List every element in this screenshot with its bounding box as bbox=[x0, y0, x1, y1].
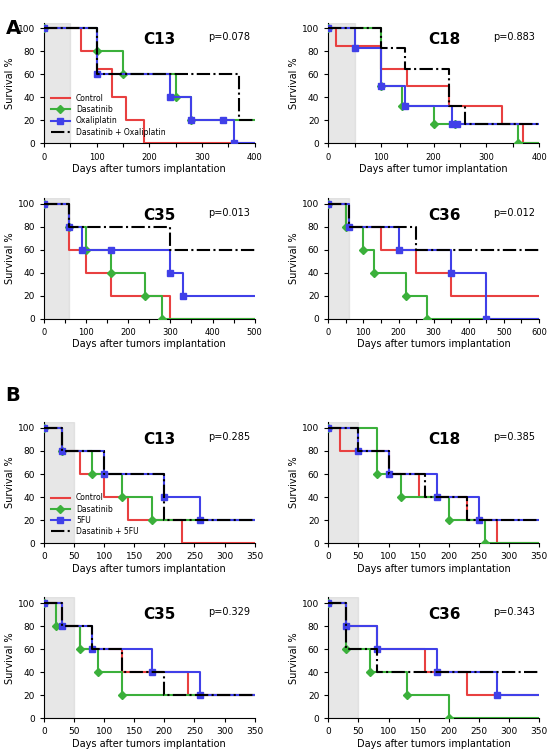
Y-axis label: Survival %: Survival % bbox=[5, 457, 15, 509]
Text: p=0.285: p=0.285 bbox=[208, 432, 250, 442]
Text: A: A bbox=[6, 19, 21, 38]
Text: C35: C35 bbox=[144, 607, 176, 622]
Bar bbox=[44, 198, 69, 318]
Text: p=0.013: p=0.013 bbox=[208, 207, 250, 218]
Y-axis label: Survival %: Survival % bbox=[289, 57, 299, 109]
X-axis label: Days after tumors implantation: Days after tumors implantation bbox=[357, 564, 510, 574]
Bar bbox=[328, 597, 359, 718]
Text: C13: C13 bbox=[144, 33, 176, 48]
Y-axis label: Survival %: Survival % bbox=[5, 632, 15, 683]
X-axis label: Days after tumors implantation: Days after tumors implantation bbox=[73, 739, 226, 749]
Text: C18: C18 bbox=[428, 33, 460, 48]
Y-axis label: Survival %: Survival % bbox=[289, 232, 299, 284]
Text: p=0.078: p=0.078 bbox=[208, 33, 250, 42]
Y-axis label: Survival %: Survival % bbox=[5, 57, 15, 109]
Text: C13: C13 bbox=[144, 432, 176, 447]
Legend: Control, Dasatinib, Oxaliplatin, Dasatinib + Oxaliplatin: Control, Dasatinib, Oxaliplatin, Dasatin… bbox=[48, 91, 169, 140]
Y-axis label: Survival %: Survival % bbox=[5, 232, 15, 284]
X-axis label: Days after tumor implantation: Days after tumor implantation bbox=[359, 164, 508, 175]
Text: p=0.883: p=0.883 bbox=[493, 33, 535, 42]
Text: p=0.329: p=0.329 bbox=[208, 607, 250, 617]
X-axis label: Days after tumors implantation: Days after tumors implantation bbox=[73, 339, 226, 349]
X-axis label: Days after tumors implantation: Days after tumors implantation bbox=[73, 164, 226, 175]
X-axis label: Days after tumors implantation: Days after tumors implantation bbox=[357, 739, 510, 749]
Y-axis label: Survival %: Survival % bbox=[289, 632, 299, 683]
Legend: Control, Dasatinib, 5FU, Dasatinib + 5FU: Control, Dasatinib, 5FU, Dasatinib + 5FU bbox=[48, 490, 142, 539]
Text: C36: C36 bbox=[428, 607, 460, 622]
Bar bbox=[328, 23, 355, 144]
Text: C35: C35 bbox=[144, 207, 176, 222]
Text: p=0.343: p=0.343 bbox=[493, 607, 535, 617]
Text: C36: C36 bbox=[428, 207, 460, 222]
Text: C18: C18 bbox=[428, 432, 460, 447]
Bar bbox=[44, 423, 74, 543]
Y-axis label: Survival %: Survival % bbox=[289, 457, 299, 509]
Text: B: B bbox=[6, 386, 20, 404]
X-axis label: Days after tumors implantation: Days after tumors implantation bbox=[357, 339, 510, 349]
Text: p=0.385: p=0.385 bbox=[493, 432, 535, 442]
Bar bbox=[44, 597, 74, 718]
Bar bbox=[44, 23, 70, 144]
X-axis label: Days after tumors implantation: Days after tumors implantation bbox=[73, 564, 226, 574]
Bar bbox=[328, 423, 359, 543]
Bar bbox=[328, 198, 349, 318]
Text: p=0.012: p=0.012 bbox=[493, 207, 535, 218]
